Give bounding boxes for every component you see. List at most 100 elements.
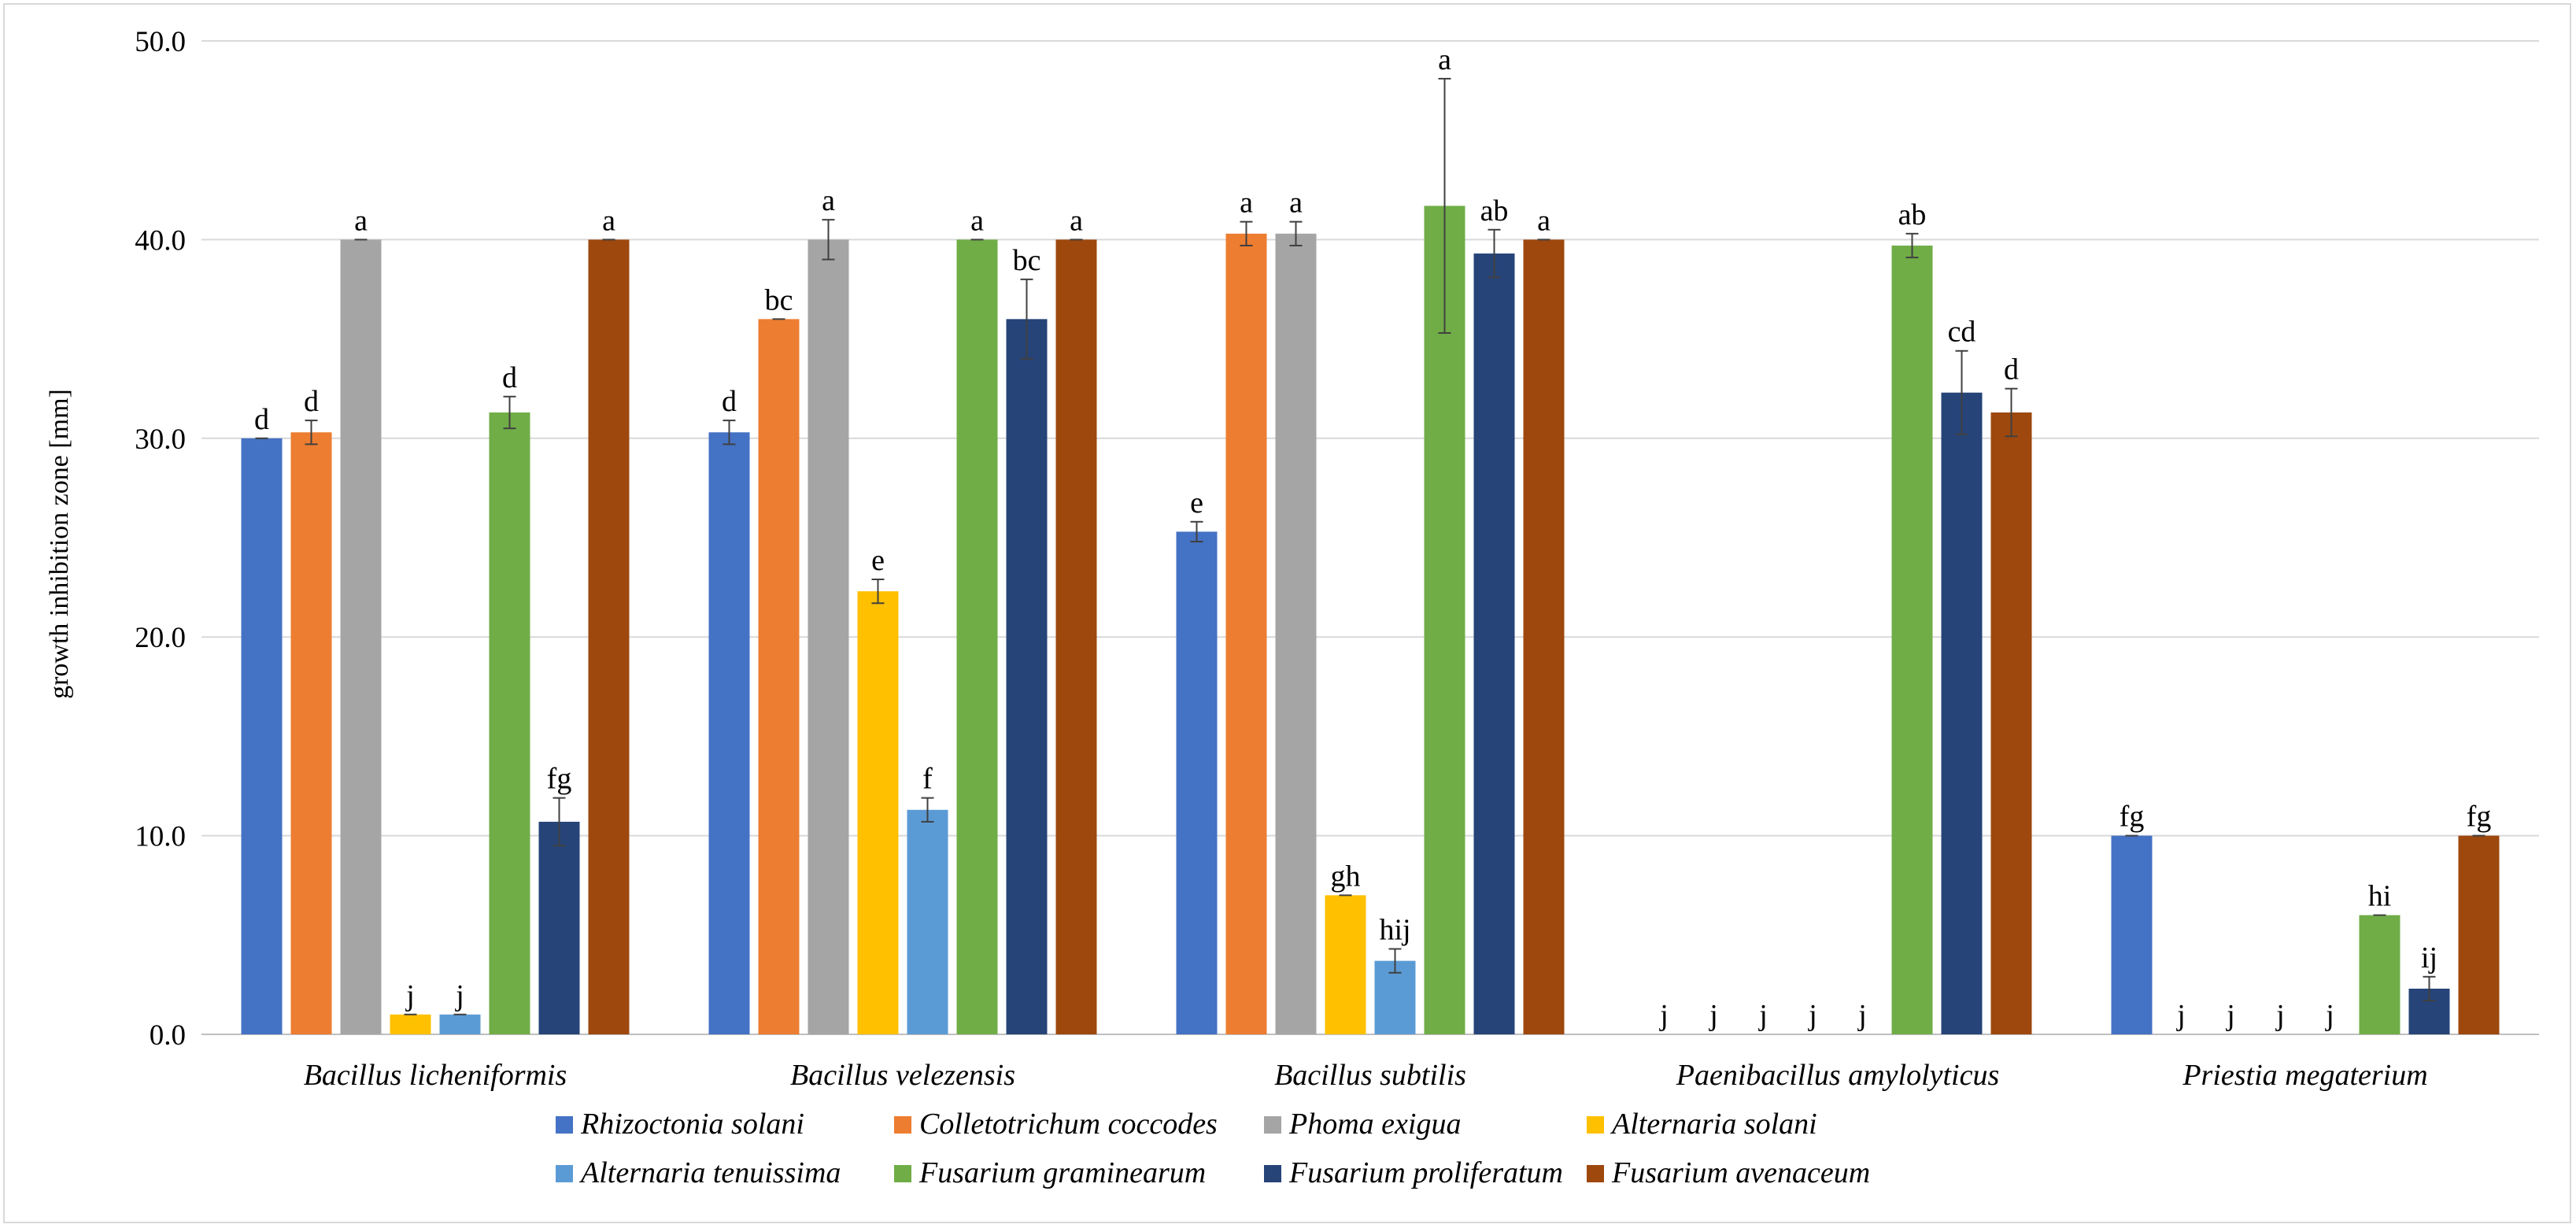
bar — [390, 1014, 431, 1034]
significance-label: fg — [547, 763, 572, 796]
bar — [1055, 239, 1097, 1034]
significance-label: hi — [2368, 880, 2392, 913]
significance-label: e — [871, 544, 885, 577]
significance-label: a — [970, 204, 984, 237]
category-label: Bacillus licheniformis — [304, 1059, 567, 1092]
bar — [1176, 531, 1218, 1034]
significance-label: f — [922, 763, 933, 796]
legend-label: Fusarium proliferatum — [1288, 1156, 1563, 1189]
legend-swatch — [556, 1116, 573, 1134]
significance-label: bc — [765, 283, 793, 316]
bar — [1006, 319, 1048, 1034]
significance-label: j — [1708, 999, 1718, 1032]
category-label: Priestia megaterium — [2182, 1059, 2427, 1092]
significance-label: ab — [1898, 198, 1927, 231]
significance-label: gh — [1331, 860, 1361, 893]
significance-label: cd — [1948, 316, 1976, 349]
bar — [1990, 412, 2032, 1034]
significance-label: d — [2004, 353, 2019, 387]
category-label: Bacillus subtilis — [1274, 1059, 1466, 1092]
bar — [1941, 392, 1983, 1034]
significance-label: d — [722, 385, 737, 418]
bar — [857, 591, 899, 1034]
significance-label: bc — [1013, 244, 1041, 277]
legend-label: Phoma exigua — [1288, 1108, 1461, 1141]
legend-swatch — [1264, 1165, 1281, 1182]
legend-label: Alternaria tenuissima — [578, 1156, 841, 1189]
legend-label: Rhizoctonia solani — [580, 1108, 804, 1141]
significance-label: j — [2225, 999, 2235, 1032]
bar — [1523, 239, 1565, 1034]
legend-item: Alternaria tenuissima — [556, 1156, 841, 1189]
significance-label: a — [1240, 187, 1253, 220]
significance-label: j — [1807, 999, 1817, 1032]
legend-swatch — [1587, 1116, 1604, 1134]
significance-label: a — [1537, 204, 1550, 237]
legend-label: Fusarium avenaceum — [1611, 1156, 1870, 1189]
legend-swatch — [894, 1165, 911, 1182]
significance-label: a — [602, 204, 615, 237]
y-axis: 0.0 10.0 20.0 30.0 40.0 50.0 — [135, 26, 186, 1052]
legend-label: Colletotrichum coccodes — [919, 1108, 1218, 1141]
bar — [1424, 205, 1465, 1035]
bar — [2111, 835, 2153, 1034]
bar — [439, 1014, 481, 1034]
bar — [1275, 233, 1317, 1034]
significance-label: a — [1289, 187, 1303, 220]
legend-swatch — [894, 1116, 911, 1134]
bar — [708, 432, 750, 1034]
bar-chart: 0.0 10.0 20.0 30.0 40.0 50.0 growth inhibitio… — [45, 26, 2539, 1189]
y-tick-label: 50.0 — [135, 26, 186, 58]
legend-item: Rhizoctonia solani — [556, 1108, 804, 1141]
y-axis-title: growth inhibition zone [mm] — [45, 389, 74, 699]
bar — [956, 239, 998, 1034]
y-tick-label: 0.0 — [150, 1019, 186, 1052]
significance-label: a — [1438, 43, 1451, 76]
significance-label: j — [454, 979, 464, 1012]
bar — [340, 239, 382, 1034]
significance-label: j — [1658, 999, 1669, 1032]
significance-label: a — [822, 184, 835, 217]
y-tick-label: 30.0 — [135, 424, 186, 456]
significance-label: j — [2175, 999, 2186, 1032]
bar — [2359, 915, 2400, 1034]
bar — [907, 809, 948, 1034]
y-tick-label: 20.0 — [135, 622, 186, 654]
bar — [290, 432, 332, 1034]
significance-label: j — [405, 979, 415, 1012]
bar — [588, 239, 630, 1034]
bar — [1225, 233, 1267, 1034]
y-tick-label: 10.0 — [135, 821, 186, 853]
significance-label: ab — [1480, 194, 1509, 227]
bar — [808, 239, 849, 1034]
bar — [2458, 835, 2500, 1034]
legend-swatch — [1587, 1165, 1604, 1182]
bar — [1891, 245, 1933, 1034]
significance-label: ij — [2421, 941, 2437, 975]
legend: Rhizoctonia solani Colletotrichum coccode… — [556, 1108, 1870, 1189]
significance-label: hij — [1379, 913, 1410, 946]
legend-swatch — [556, 1165, 573, 1182]
significance-label: e — [1190, 486, 1203, 520]
significance-label: a — [354, 204, 368, 237]
y-tick-label: 40.0 — [135, 224, 186, 257]
bar — [489, 412, 530, 1034]
legend-item: Phoma exigua — [1264, 1108, 1461, 1141]
significance-label: d — [304, 385, 319, 418]
bar — [241, 438, 283, 1034]
legend-label: Alternaria solani — [1610, 1108, 1817, 1141]
significance-label: a — [1070, 204, 1083, 237]
legend-item: Fusarium proliferatum — [1264, 1156, 1563, 1189]
significance-label: d — [254, 403, 269, 436]
category-label: Paenibacillus amylolyticus — [1676, 1059, 2000, 1092]
bar — [538, 821, 580, 1034]
significance-label: j — [1757, 999, 1768, 1032]
legend-swatch — [1264, 1116, 1281, 1134]
chart-frame: 0.0 10.0 20.0 30.0 40.0 50.0 growth inhibitio… — [3, 3, 2571, 1223]
bar — [758, 319, 800, 1034]
significance-label: fg — [2467, 801, 2492, 834]
legend-item: Fusarium avenaceum — [1587, 1156, 1870, 1189]
significance-label: fg — [2120, 801, 2145, 834]
category-labels: Bacillus licheniformis Bacillus velezensi… — [304, 1059, 2428, 1092]
